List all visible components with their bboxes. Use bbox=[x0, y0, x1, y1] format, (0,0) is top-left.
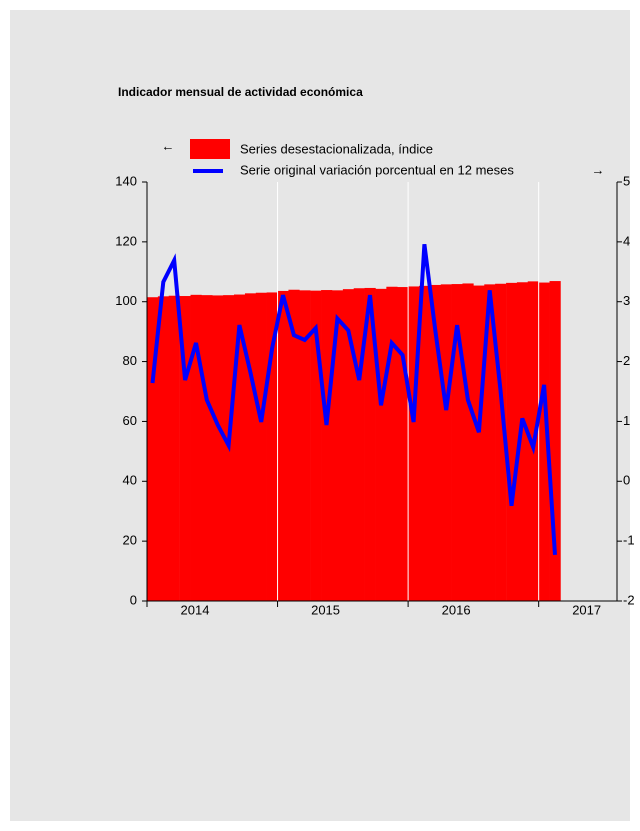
bar bbox=[147, 297, 159, 601]
bar bbox=[233, 294, 246, 601]
right-axis-marker: → bbox=[592, 162, 605, 177]
y2-tick-label: -1 bbox=[623, 533, 635, 548]
bar bbox=[255, 292, 267, 601]
bar bbox=[157, 296, 170, 601]
bar bbox=[321, 290, 333, 601]
y2-tick-label: 4 bbox=[623, 233, 630, 248]
y-tick-label: 40 bbox=[123, 473, 137, 488]
y-tick-label: 120 bbox=[115, 233, 137, 248]
bar bbox=[244, 293, 257, 601]
bar bbox=[516, 282, 529, 601]
y2-tick-label: -2 bbox=[623, 592, 635, 607]
bar bbox=[266, 292, 278, 601]
bar bbox=[484, 284, 496, 601]
bar bbox=[353, 288, 365, 601]
bar bbox=[440, 284, 452, 601]
bar bbox=[506, 282, 518, 601]
x-tick-label: 2015 bbox=[311, 602, 340, 617]
legend-label: Serie original variación porcentual en 1… bbox=[240, 162, 514, 177]
bar bbox=[495, 283, 507, 601]
legend-label: Series desestacionalizada, índice bbox=[240, 141, 433, 156]
x-tick-label: 2014 bbox=[181, 602, 210, 617]
bar bbox=[451, 284, 463, 601]
bar bbox=[473, 285, 485, 601]
y-tick-label: 20 bbox=[123, 533, 137, 548]
y-tick-label: 0 bbox=[130, 592, 137, 607]
bar bbox=[549, 281, 561, 601]
bar bbox=[386, 286, 398, 601]
line bbox=[150, 244, 557, 556]
y-tick-label: 100 bbox=[115, 293, 137, 308]
left-axis-marker: ← bbox=[162, 138, 175, 153]
bar bbox=[288, 289, 300, 601]
y-tick-label: 140 bbox=[115, 173, 137, 188]
x-tick-label: 2016 bbox=[442, 602, 471, 617]
y2-tick-label: 1 bbox=[623, 413, 630, 428]
bar bbox=[212, 295, 224, 601]
bar bbox=[331, 290, 344, 601]
y-tick-label: 60 bbox=[123, 413, 137, 428]
bar bbox=[375, 288, 387, 601]
chart-title: Indicador mensual de actividad económica bbox=[118, 85, 363, 99]
bar bbox=[462, 283, 474, 601]
y2-tick-label: 3 bbox=[623, 293, 630, 308]
bar bbox=[201, 295, 213, 601]
bar bbox=[179, 296, 191, 601]
bar bbox=[364, 287, 376, 601]
bar bbox=[168, 295, 180, 601]
y-tick-label: 80 bbox=[123, 353, 137, 368]
bar bbox=[342, 289, 355, 601]
bar bbox=[538, 282, 550, 601]
bar bbox=[397, 287, 409, 601]
bar bbox=[190, 294, 202, 601]
y2-tick-label: 5 bbox=[623, 173, 630, 188]
bar bbox=[277, 290, 289, 601]
bar bbox=[299, 290, 311, 601]
legend-swatch bbox=[190, 139, 230, 159]
bar bbox=[310, 290, 322, 601]
bar bbox=[408, 286, 420, 601]
y2-tick-label: 0 bbox=[623, 473, 630, 488]
y2-tick-label: 2 bbox=[623, 353, 630, 368]
x-tick-label: 2017 bbox=[572, 602, 601, 617]
bar bbox=[418, 285, 431, 601]
bar bbox=[429, 284, 442, 601]
